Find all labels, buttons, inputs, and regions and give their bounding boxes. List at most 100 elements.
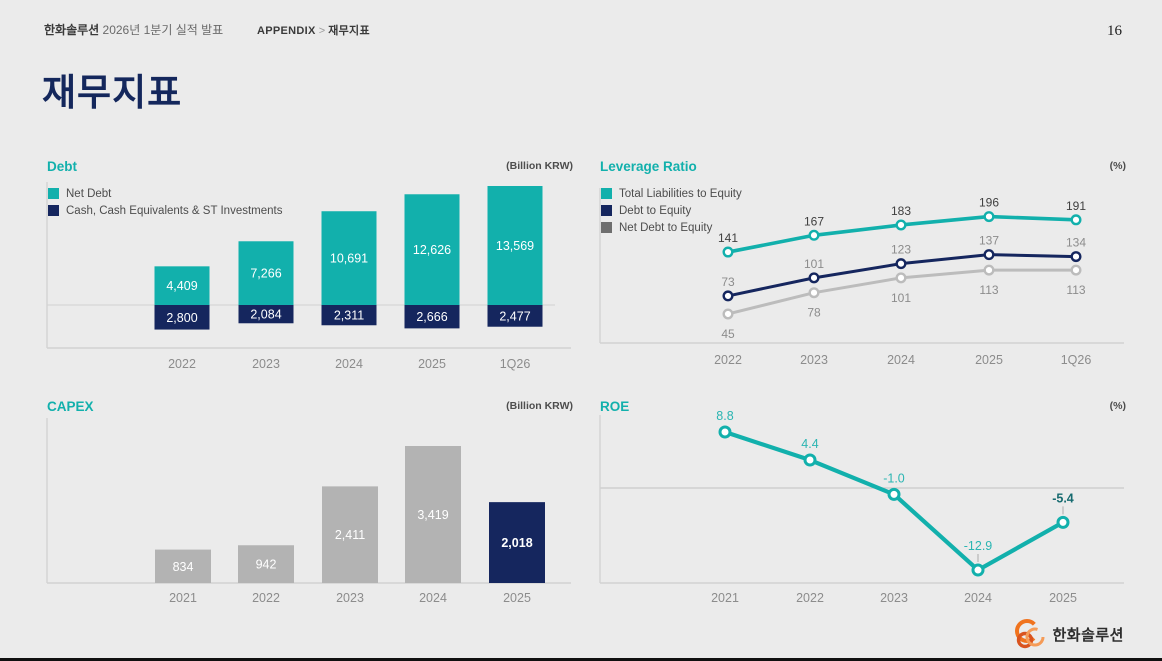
roe-chart-header: ROE (%) (600, 398, 1126, 414)
roe-value-2024: -12.9 (964, 539, 993, 553)
roe-point-2023 (887, 487, 901, 501)
roe-chart-panel: ROE (%) 8.8 4.4 -1.0 -12.9 -5.4 2021 2022 2023 2… (598, 398, 1126, 614)
leverage-point-2-1Q26 (1070, 264, 1082, 276)
chart-title-debt: Debt (47, 159, 77, 174)
page-number: 16 (1107, 23, 1122, 39)
leverage-value-2-2025: 113 (979, 283, 998, 297)
leverage-xlabel-1Q26: 1Q26 (1061, 353, 1092, 367)
debt-bar-netdebt-2025 (404, 194, 460, 305)
debt-xlabel-2024: 2024 (335, 357, 363, 371)
legend-item: Total Liabilities to Equity (601, 185, 742, 202)
hanwha-logo-icon (1015, 619, 1045, 649)
leverage-point-0-2025 (983, 211, 995, 223)
debt-bar-netdebt-2022 (154, 266, 210, 305)
chart-unit-debt: (Billion KRW) (506, 160, 573, 172)
capex-xlabel-2024: 2024 (419, 591, 447, 605)
roe-xlabel-2025: 2025 (1049, 591, 1077, 605)
debt-value-cash-2025: 2,666 (416, 310, 447, 324)
leverage-value-0-2024: 183 (891, 204, 911, 218)
roe-xlabel-2022: 2022 (796, 591, 824, 605)
debt-value-cash-2022: 2,800 (166, 311, 197, 325)
debt-chart-panel: Debt (Billion KRW) Net Debt Cash, Cash Eq… (45, 158, 573, 374)
legend-item: Debt to Equity (601, 202, 742, 219)
debt-value-cash-2024: 2,311 (334, 309, 364, 323)
debt-xlabel-2025: 2025 (418, 357, 446, 371)
chart-unit-leverage: (%) (1109, 160, 1126, 172)
leverage-chart: 45 78 101 113 113 73 101 123 137 134 141 167 183 196 1… (599, 188, 1124, 367)
capex-value-2021: 834 (173, 560, 194, 574)
capex-bar-2022 (238, 545, 294, 583)
legend-label: Net Debt (66, 187, 112, 200)
debt-value-netdebt-2023: 7,266 (250, 267, 281, 281)
debt-value-netdebt-2025: 12,626 (413, 243, 451, 257)
leverage-point-0-2024 (895, 219, 907, 231)
legend-swatch (601, 188, 612, 199)
capex-value-2024: 3,419 (417, 508, 448, 522)
capex-xlabel-2021: 2021 (169, 591, 197, 605)
debt-value-netdebt-1Q26: 13,569 (496, 239, 534, 253)
breadcrumb-page: 재무지표 (328, 25, 370, 37)
capex-value-2025: 2,018 (501, 536, 532, 550)
roe-xlabel-2024: 2024 (964, 591, 992, 605)
debt-bar-cash-2024 (321, 305, 377, 326)
roe-xlabel-2021: 2021 (711, 591, 739, 605)
breadcrumb-separator: > (315, 25, 329, 37)
debt-value-netdebt-2024: 10,691 (330, 252, 368, 266)
capex-bar-2024 (405, 446, 461, 583)
leverage-point-2-2025 (983, 264, 995, 276)
leverage-point-2-2022 (722, 308, 734, 320)
leverage-xlabel-2023: 2023 (800, 353, 828, 367)
leverage-point-1-2024 (895, 258, 907, 270)
chart-title-roe: ROE (600, 399, 630, 414)
roe-chart: 8.8 4.4 -1.0 -12.9 -5.4 2021 2022 2023 2024 2025 (599, 409, 1124, 605)
debt-bar-netdebt-1Q26 (487, 186, 543, 305)
leverage-value-0-2025: 196 (979, 196, 999, 210)
leverage-chart-panel: Leverage Ratio (%) Total Liabilities to … (598, 158, 1126, 374)
header-brand: 한화솔루션 (44, 23, 100, 37)
debt-chart: 4,409 2,800 7,266 2,084 10,691 2,311 12,626 2,6… (46, 182, 571, 371)
chart-unit-roe: (%) (1109, 400, 1126, 412)
header: 한화솔루션 2026년 1분기 실적 발표 APPENDIX > 재무지표 (44, 21, 1122, 39)
leverage-value-2-2022: 45 (721, 327, 735, 341)
roe-point-2025 (1056, 515, 1070, 529)
leverage-chart-header: Leverage Ratio (%) (600, 158, 1126, 174)
leverage-value-0-2023: 167 (804, 214, 824, 228)
capex-chart-header: CAPEX (Billion KRW) (47, 398, 573, 414)
leverage-legend: Total Liabilities to Equity Debt to Equit… (601, 185, 742, 236)
breadcrumb: APPENDIX > 재무지표 (257, 22, 370, 38)
roe-xlabel-2023: 2023 (880, 591, 908, 605)
roe-value-2023: -1.0 (883, 471, 905, 485)
leverage-point-1-2022 (722, 290, 734, 302)
leverage-xlabel-2025: 2025 (975, 353, 1003, 367)
bottom-border (0, 658, 1162, 661)
leverage-value-0-1Q26: 191 (1066, 199, 1086, 213)
leverage-point-0-2023 (808, 229, 820, 241)
leverage-xlabel-2024: 2024 (887, 353, 915, 367)
debt-bar-cash-2022 (154, 305, 210, 330)
capex-xlabel-2023: 2023 (336, 591, 364, 605)
capex-value-2023: 2,411 (335, 528, 365, 542)
capex-xlabel-2025: 2025 (503, 591, 531, 605)
capex-bar-2025 (489, 502, 545, 583)
roe-line (722, 429, 1066, 573)
leverage-point-0-1Q26 (1070, 214, 1082, 226)
debt-value-cash-2023: 2,084 (250, 308, 281, 322)
leverage-xlabel-2022: 2022 (714, 353, 742, 367)
leverage-point-2-2024 (895, 272, 907, 284)
leverage-point-2-2023 (808, 287, 820, 299)
page-title: 재무지표 (42, 72, 183, 113)
legend-swatch (601, 205, 612, 216)
debt-bar-netdebt-2024 (321, 211, 377, 305)
footer-logo-text: 한화솔루션 (1052, 626, 1124, 644)
leverage-point-1-2025 (983, 249, 995, 261)
leverage-value-1-1Q26: 134 (1066, 236, 1086, 250)
legend-label: Net Debt to Equity (619, 221, 713, 234)
roe-value-2021: 8.8 (716, 409, 733, 423)
leverage-value-2-2024: 101 (891, 291, 911, 305)
leverage-value-1-2024: 123 (891, 243, 911, 257)
capex-value-2022: 942 (256, 558, 277, 572)
leverage-value-1-2022: 73 (721, 275, 735, 289)
breadcrumb-section: APPENDIX (257, 25, 316, 37)
capex-bar-2023 (322, 486, 378, 583)
